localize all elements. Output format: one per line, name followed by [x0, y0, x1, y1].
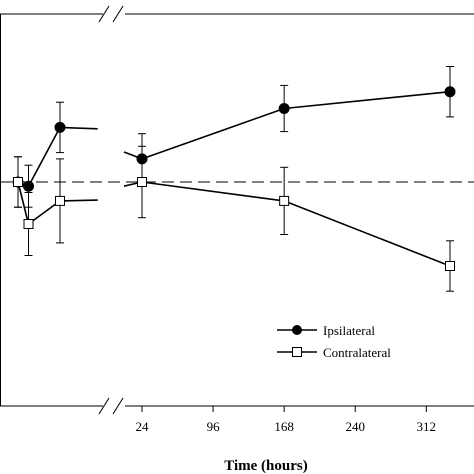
axis-break-mark-top-2	[112, 5, 124, 23]
x-tick-label: 240	[345, 419, 365, 434]
data-point-circle	[278, 103, 290, 114]
series-line-segment	[284, 90, 451, 110]
data-point-circle	[54, 121, 66, 133]
series-line-segment	[59, 126, 98, 130]
data-point-circle	[444, 86, 456, 98]
x-tick-label: 168	[274, 419, 294, 434]
data-point-square	[13, 177, 23, 187]
data-point-square	[137, 177, 147, 187]
legend-label-contralateral: Contralateral	[323, 345, 391, 360]
series-line-segment	[17, 181, 30, 225]
data-point-square	[279, 195, 290, 206]
x-tick-label: 312	[417, 419, 437, 434]
series-line-segment	[283, 200, 451, 267]
series-line-segment	[28, 200, 61, 225]
x-tick-label: 96	[207, 419, 221, 434]
data-point-square	[55, 195, 65, 206]
series-ipsilateral	[12, 66, 456, 208]
data-point-square	[23, 219, 34, 229]
axis-break-mark-bottom-2	[112, 397, 124, 415]
series-line-segment	[141, 107, 285, 160]
series-contralateral	[13, 145, 455, 292]
data-point-square	[445, 261, 455, 271]
data-point-circle	[23, 180, 34, 192]
legend-marker-circle	[292, 325, 302, 335]
legend-label-ipsilateral: Ipsilateral	[323, 323, 375, 338]
x-axis: 24 96 168 240 312	[136, 406, 437, 434]
x-tick-label: 24	[136, 419, 150, 434]
axis-break-mark-bottom-1	[98, 397, 110, 415]
series-layer	[12, 66, 456, 292]
legend-marker-square	[292, 347, 302, 357]
series-line-segment	[27, 127, 61, 187]
legend: Ipsilateral Contralateral	[277, 323, 391, 360]
series-line-segment	[141, 181, 285, 202]
plot-frame	[0, 5, 474, 415]
x-axis-title: Time (hours)	[224, 458, 307, 474]
series-line-segment	[59, 199, 98, 202]
axis-break-mark-top-1	[98, 5, 110, 23]
